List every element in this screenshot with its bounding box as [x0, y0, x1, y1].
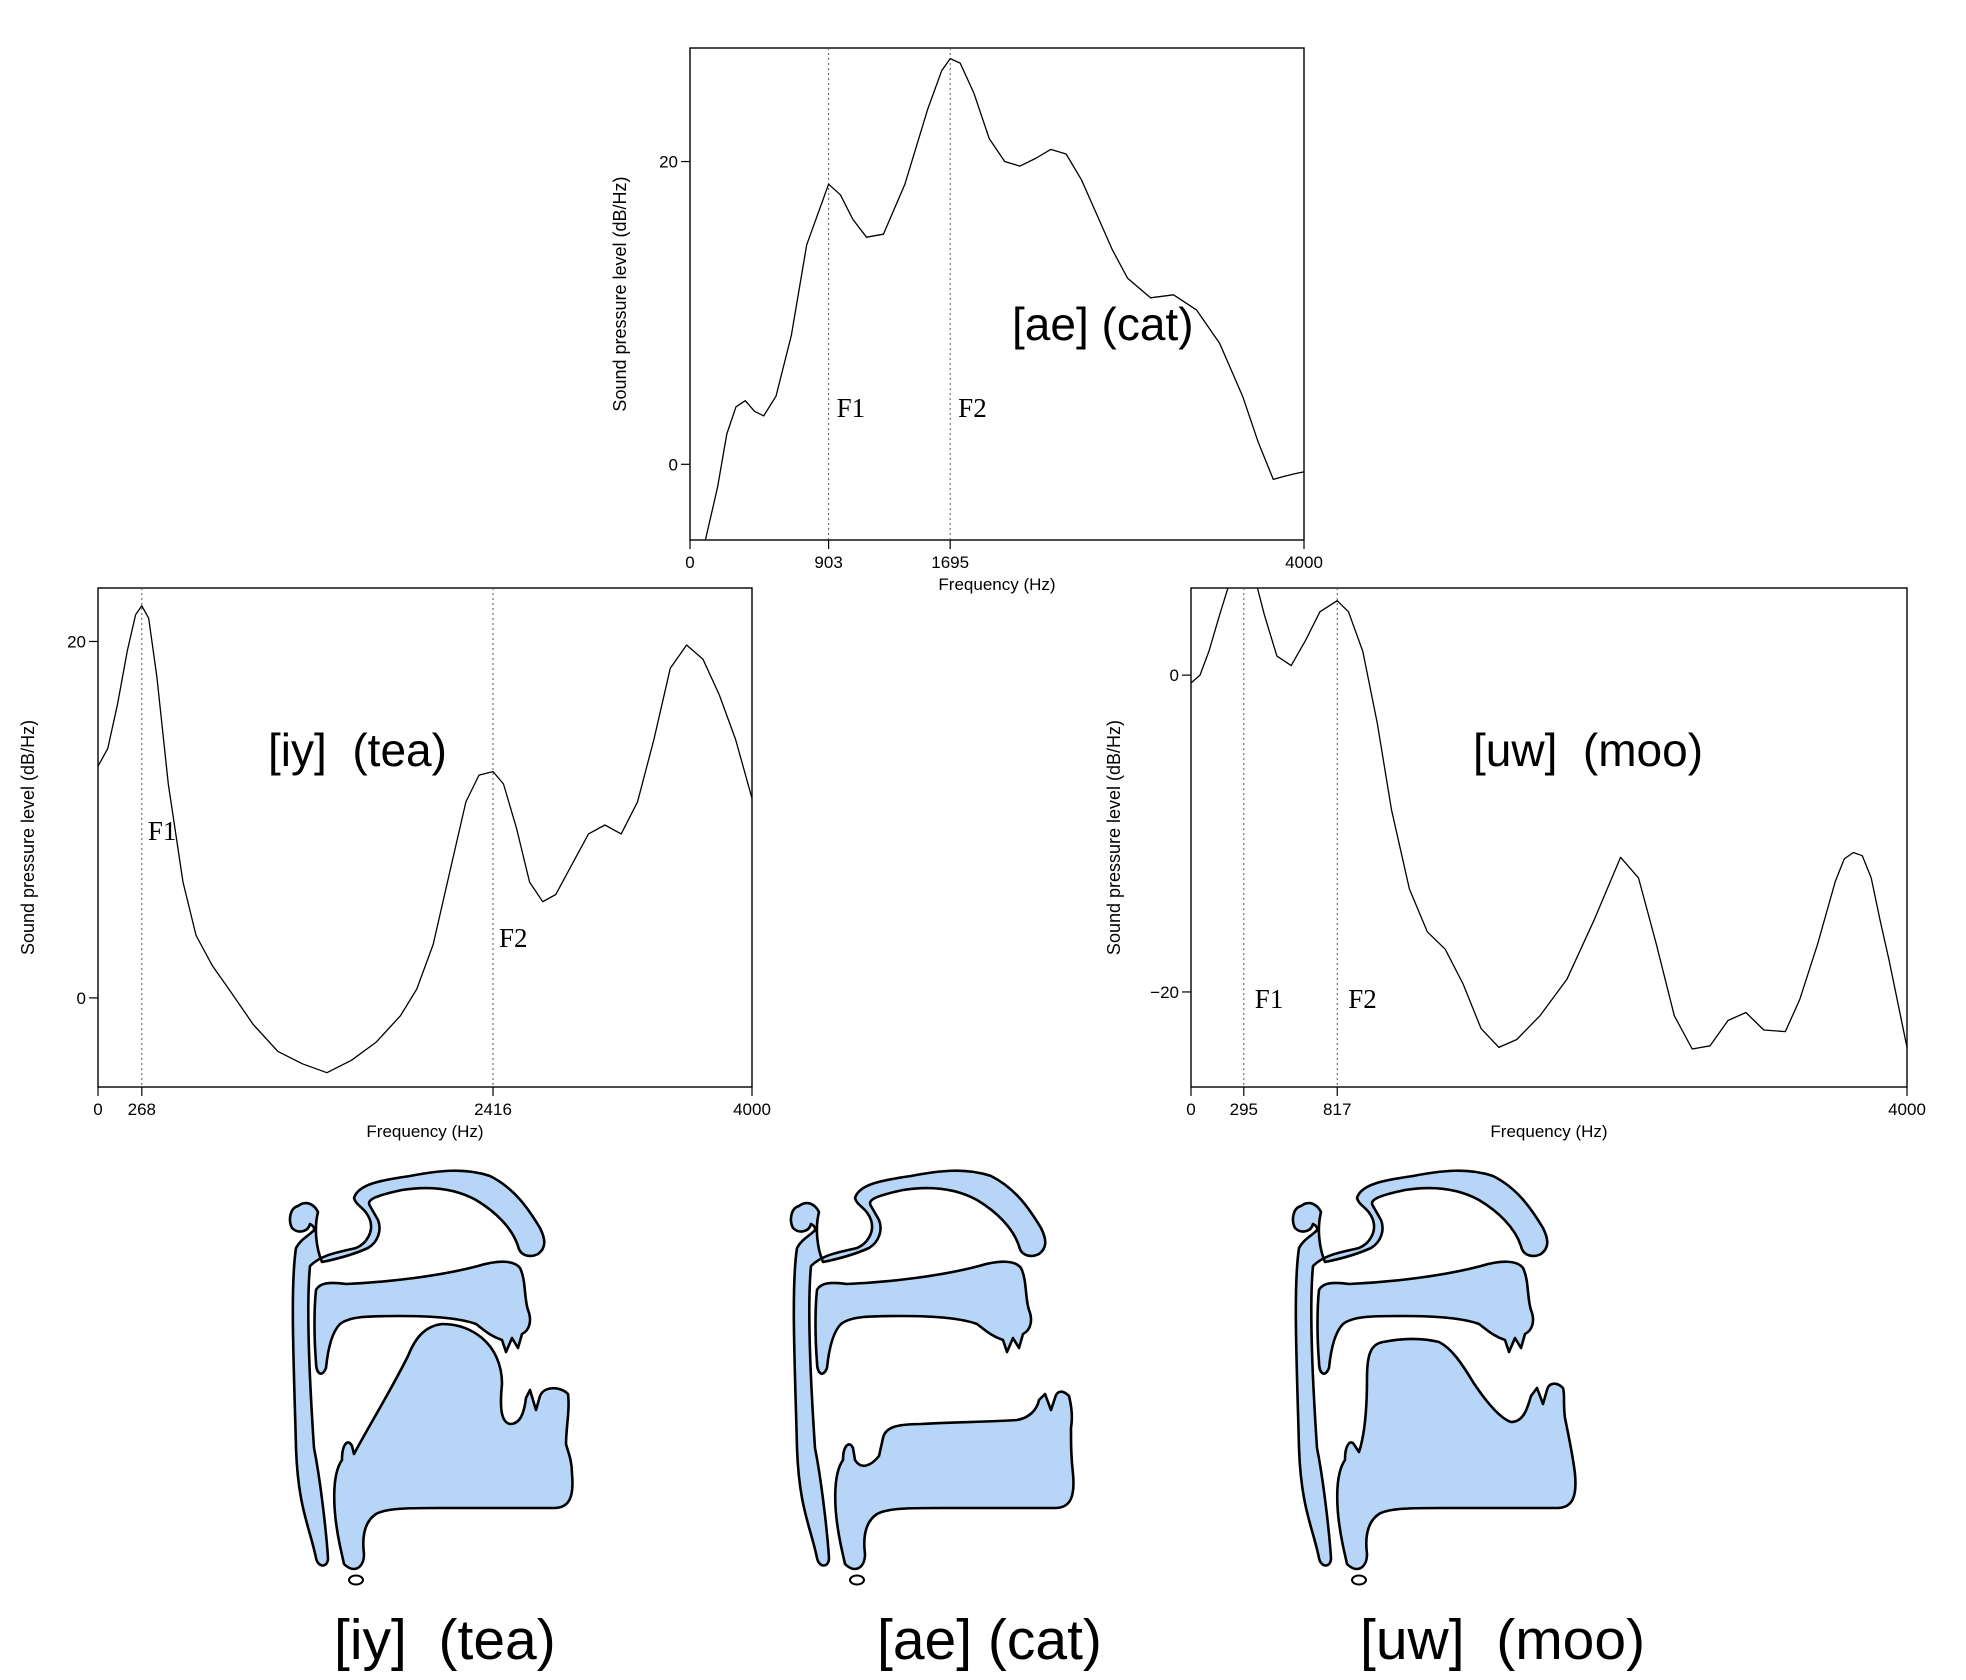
vowel-label-iy: [iy] (tea): [268, 724, 447, 776]
x-tick-label: 0: [1186, 1100, 1195, 1119]
x-tick-label: 903: [814, 553, 842, 572]
formant-label-f2: F2: [499, 923, 528, 953]
tongue-uw: [1335, 1337, 1577, 1571]
x-axis-label: Frequency (Hz): [938, 575, 1055, 594]
formant-label-f1: F1: [837, 393, 866, 423]
x-axis-label: Frequency (Hz): [1490, 1122, 1607, 1141]
y-tick-label: 20: [67, 632, 86, 651]
x-tick-label: 4000: [1888, 1100, 1926, 1119]
larynx-ring-ae: [849, 1574, 865, 1586]
charts-layer: F1 F2 0 903 1695 4000 0 20 Frequency (Hz) Sound p…: [18, 47, 1926, 1141]
vocal-tract-uw: [1291, 1169, 1577, 1586]
caption-uw-moo: [uw] (moo): [1360, 1608, 1646, 1672]
formant-label-f1: F1: [148, 816, 177, 846]
tongue-iy: [332, 1322, 574, 1571]
tongue-ae: [833, 1390, 1075, 1571]
y-tick-label: 20: [659, 153, 678, 172]
formant-label-f2: F2: [958, 393, 987, 423]
vocal-tract-ae: [789, 1169, 1075, 1586]
x-tick-label: 268: [128, 1100, 156, 1119]
y-tick-label: −20: [1150, 983, 1179, 1002]
x-tick-label: 1695: [931, 553, 969, 572]
vowel-label-uw: [uw] (moo): [1473, 724, 1703, 776]
chart-uw: F1 F2 0 295 817 4000 −20 0 Frequency (Hz) Sound p…: [1104, 587, 1926, 1141]
x-tick-label: 817: [1323, 1100, 1351, 1119]
formant-label-f1: F1: [1255, 984, 1284, 1014]
spectrum-curve-ae: [704, 57, 1304, 540]
x-tick-label: 4000: [1285, 553, 1323, 572]
y-axis-label: Sound pressure level (dB/Hz): [18, 720, 38, 955]
larynx-ring-iy: [348, 1574, 364, 1586]
chart-iy: F1 F2 0 268 2416 4000 0 20 Frequency (Hz) Sound p…: [18, 587, 771, 1141]
plot-frame: [97, 587, 753, 1088]
plot-frame: [689, 47, 1305, 541]
larynx-ring-uw: [1351, 1574, 1367, 1586]
vocal-tract-iy: [288, 1169, 574, 1586]
caption-iy-tea: [iy] (tea): [334, 1608, 556, 1672]
chart-ae: F1 F2 0 903 1695 4000 0 20 Frequency (Hz) Sound p…: [610, 47, 1323, 594]
y-tick-label: 0: [669, 455, 678, 474]
x-axis-label: Frequency (Hz): [366, 1122, 483, 1141]
x-tick-label: 0: [93, 1100, 102, 1119]
y-axis-label: Sound pressure level (dB/Hz): [610, 176, 630, 411]
spectrum-curve-iy: [98, 605, 752, 1074]
vowel-label-ae: [ae] (cat): [1012, 298, 1194, 350]
x-tick-label: 4000: [733, 1100, 771, 1119]
plot-frame: [1190, 587, 1908, 1088]
y-tick-label: 0: [1170, 666, 1179, 685]
y-axis-label: Sound pressure level (dB/Hz): [1104, 720, 1124, 955]
formant-label-f2: F2: [1348, 984, 1377, 1014]
x-tick-label: 0: [685, 553, 694, 572]
caption-ae-cat: [ae] (cat): [877, 1608, 1102, 1672]
vocal-tract-illustrations: [288, 1169, 1577, 1586]
x-tick-label: 295: [1230, 1100, 1258, 1119]
x-tick-label: 2416: [474, 1100, 512, 1119]
y-tick-label: 0: [77, 989, 86, 1008]
spectrum-curve-uw: [1191, 588, 1907, 1050]
